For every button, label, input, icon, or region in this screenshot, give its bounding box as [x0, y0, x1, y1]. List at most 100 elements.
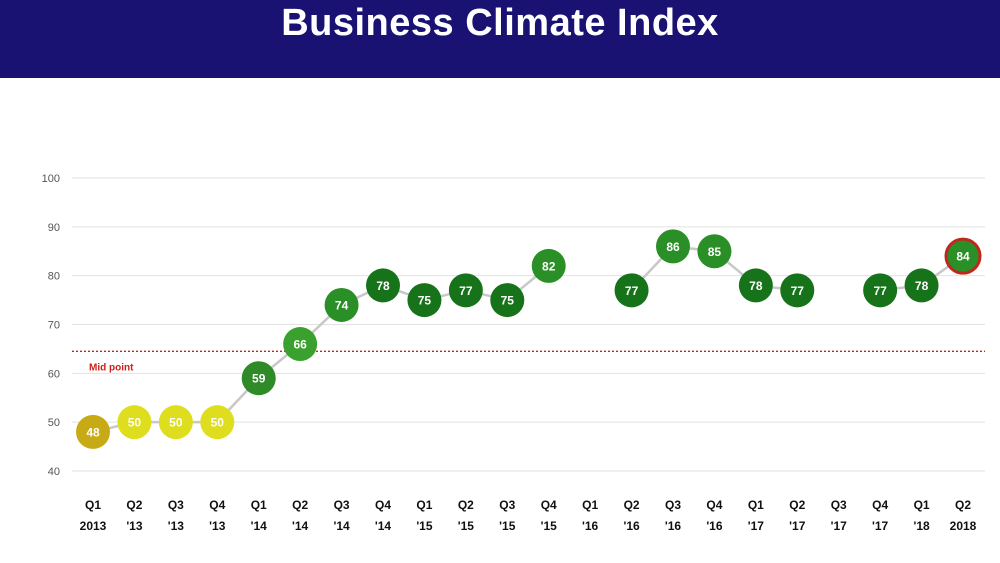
y-tick-label: 50 [48, 417, 60, 429]
x-tick-label: '15 [416, 519, 433, 533]
data-marker [448, 273, 483, 308]
data-point: 50 [158, 405, 193, 440]
data-label: 78 [749, 279, 763, 293]
x-tick-label: '18 [913, 519, 930, 533]
data-point: 85 [697, 234, 732, 269]
data-label: 48 [86, 425, 100, 439]
data-label: 74 [335, 298, 349, 312]
x-tick-label: Q2 [126, 498, 142, 512]
x-tick-label: '17 [872, 519, 889, 533]
data-markers: 48 50 50 50 59 66 74 78 75 77 75 82 77 86 85 78 77 77 78 84 [76, 229, 982, 449]
x-tick-label: '17 [789, 519, 806, 533]
data-point: 86 [656, 229, 690, 264]
x-tick-label: Q3 [334, 498, 350, 512]
data-point: 78 [366, 268, 400, 303]
data-marker [324, 287, 359, 322]
data-label: 84 [956, 250, 970, 264]
x-tick-label: Q3 [168, 498, 184, 512]
data-marker [117, 405, 152, 440]
data-point: 77 [448, 273, 483, 308]
midpoint-label: Mid point [89, 362, 134, 373]
x-tick-label: '15 [458, 519, 475, 533]
data-marker [656, 229, 690, 264]
data-point: 66 [283, 327, 318, 362]
data-marker [697, 234, 732, 269]
y-tick-label: 90 [48, 222, 60, 234]
x-tick-label: Q4 [541, 498, 557, 512]
data-marker [863, 273, 898, 308]
y-tick-label: 40 [48, 466, 60, 478]
x-axis-ticks: Q1 2013 Q2 '13 Q3 '13 Q4 '13 Q1 '14 Q2 '14 Q3 '14 Q4 '1… [80, 498, 977, 533]
data-point: 84 [944, 237, 982, 275]
data-label: 50 [169, 416, 183, 430]
x-tick-label: '15 [541, 519, 558, 533]
data-point: 77 [863, 273, 898, 308]
data-point: 50 [117, 405, 152, 440]
data-label: 78 [915, 279, 929, 293]
x-tick-label: '13 [209, 519, 226, 533]
x-tick-label: '14 [375, 519, 392, 533]
x-tick-label: Q4 [872, 498, 888, 512]
y-tick-label: 60 [48, 368, 60, 380]
data-marker [283, 327, 318, 362]
y-tick-label: 100 [42, 173, 60, 185]
x-tick-label: Q4 [375, 498, 391, 512]
x-tick-label: Q1 [914, 498, 930, 512]
x-tick-label: '17 [831, 519, 848, 533]
x-tick-label: Q1 [251, 498, 267, 512]
data-marker [158, 405, 193, 440]
x-tick-label: '16 [665, 519, 682, 533]
x-tick-label: Q3 [831, 498, 847, 512]
data-point: 78 [904, 268, 939, 303]
data-label: 77 [459, 284, 473, 298]
title-banner: Business Climate Index [0, 0, 1000, 78]
data-marker [944, 237, 982, 275]
x-tick-label: '14 [251, 519, 268, 533]
data-marker [366, 268, 400, 303]
y-axis-ticks: 40 50 60 70 80 90 100 [42, 173, 60, 478]
midpoint-reference: Mid point [72, 350, 985, 373]
data-point: 75 [407, 283, 442, 318]
data-marker [780, 273, 815, 308]
data-label: 59 [252, 372, 266, 386]
data-label: 77 [791, 284, 805, 298]
data-label: 82 [542, 259, 556, 273]
x-tick-label: Q4 [209, 498, 225, 512]
x-tick-label: '14 [292, 519, 309, 533]
x-tick-label: Q3 [665, 498, 681, 512]
data-label: 50 [128, 416, 142, 430]
x-tick-label: Q1 [748, 498, 764, 512]
data-point: 75 [490, 283, 525, 318]
data-marker [531, 248, 566, 283]
x-tick-label: Q2 [789, 498, 805, 512]
data-point: 77 [780, 273, 815, 308]
data-marker [904, 268, 939, 303]
data-marker [738, 268, 773, 303]
data-label: 66 [293, 338, 307, 352]
data-marker [614, 273, 649, 308]
x-tick-label: Q2 [458, 498, 474, 512]
y-tick-label: 70 [48, 320, 60, 332]
data-point: 82 [531, 248, 566, 283]
x-tick-label: '16 [582, 519, 599, 533]
data-label: 75 [501, 294, 515, 308]
data-point: 77 [614, 273, 649, 308]
x-tick-label: Q1 [582, 498, 598, 512]
data-point: 78 [738, 268, 773, 303]
y-tick-label: 80 [48, 271, 60, 283]
x-tick-label: '14 [333, 519, 350, 533]
data-marker [407, 283, 442, 318]
data-marker [241, 361, 276, 396]
data-label: 85 [708, 245, 722, 259]
x-tick-label: '13 [126, 519, 143, 533]
data-point: 48 [76, 414, 110, 449]
data-label: 77 [873, 284, 887, 298]
x-tick-label: '16 [706, 519, 723, 533]
business-climate-chart: Mid point 48 50 50 50 59 66 74 78 75 77 75 82 77 86 85… [42, 173, 985, 533]
data-point: 74 [324, 287, 359, 322]
data-label: 86 [666, 240, 680, 254]
data-marker [200, 405, 235, 440]
x-tick-label: Q2 [624, 498, 640, 512]
x-tick-label: 2018 [950, 519, 977, 533]
data-point: 59 [241, 361, 276, 396]
